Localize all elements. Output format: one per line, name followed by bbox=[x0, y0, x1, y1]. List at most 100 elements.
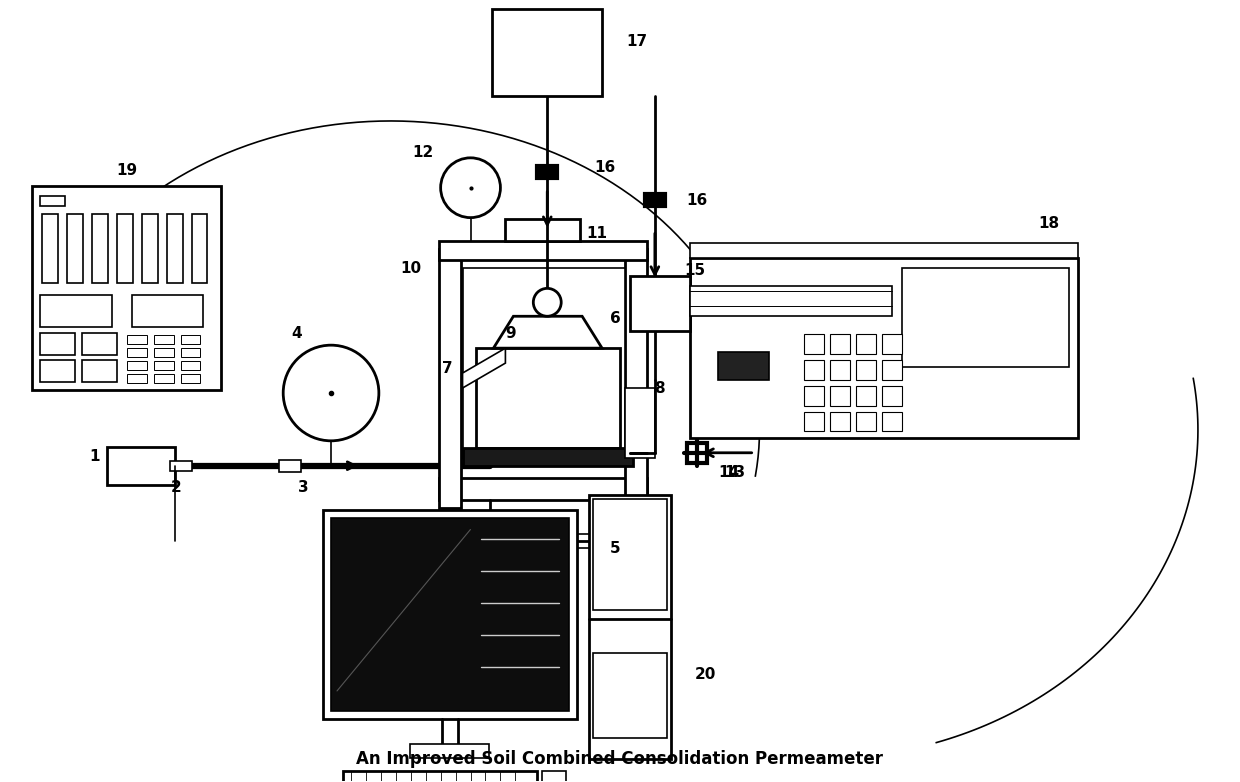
Bar bbox=[40, 360, 74, 382]
Circle shape bbox=[440, 158, 501, 217]
Bar bbox=[181, 335, 201, 344]
Bar bbox=[439, 478, 647, 500]
Bar bbox=[82, 360, 117, 382]
Bar bbox=[625, 388, 655, 457]
Bar bbox=[476, 534, 505, 548]
Text: 2: 2 bbox=[171, 480, 182, 495]
Bar bbox=[67, 213, 83, 283]
Text: 4: 4 bbox=[291, 326, 301, 341]
Bar bbox=[856, 360, 877, 379]
Bar bbox=[126, 361, 146, 370]
Bar bbox=[40, 196, 64, 206]
Bar bbox=[805, 360, 825, 379]
Bar bbox=[625, 249, 647, 508]
Bar bbox=[131, 296, 203, 327]
Bar bbox=[589, 495, 671, 759]
Bar bbox=[506, 219, 580, 241]
Bar bbox=[882, 360, 901, 379]
Bar bbox=[126, 374, 146, 383]
Bar bbox=[463, 448, 632, 466]
Bar bbox=[645, 194, 665, 206]
Bar bbox=[181, 374, 201, 383]
Text: 11: 11 bbox=[587, 226, 608, 241]
Text: 13: 13 bbox=[724, 465, 745, 480]
Bar bbox=[40, 296, 112, 327]
Text: 8: 8 bbox=[655, 381, 665, 396]
Polygon shape bbox=[463, 348, 506, 388]
Bar bbox=[882, 386, 901, 406]
Bar bbox=[689, 259, 1079, 438]
Bar bbox=[689, 286, 892, 316]
Bar bbox=[409, 744, 490, 758]
Bar bbox=[191, 213, 207, 283]
Bar bbox=[439, 241, 647, 260]
Bar bbox=[831, 360, 851, 379]
Bar bbox=[687, 443, 707, 463]
Bar bbox=[856, 334, 877, 353]
Bar bbox=[475, 348, 620, 448]
Bar bbox=[718, 352, 770, 379]
Text: 19: 19 bbox=[117, 163, 138, 178]
Bar bbox=[32, 186, 222, 390]
Polygon shape bbox=[494, 316, 603, 348]
Bar bbox=[856, 411, 877, 432]
Circle shape bbox=[533, 289, 562, 316]
Text: 15: 15 bbox=[684, 263, 706, 278]
Text: 18: 18 bbox=[1038, 216, 1059, 231]
Bar bbox=[126, 348, 146, 357]
Bar bbox=[593, 499, 667, 609]
Bar bbox=[805, 386, 825, 406]
Text: 9: 9 bbox=[505, 326, 516, 341]
Bar bbox=[324, 510, 577, 719]
Bar bbox=[107, 447, 175, 485]
Bar bbox=[166, 213, 182, 283]
Circle shape bbox=[622, 624, 637, 640]
Text: 17: 17 bbox=[626, 34, 647, 48]
Text: 7: 7 bbox=[443, 361, 453, 375]
Bar bbox=[882, 411, 901, 432]
Text: 6: 6 bbox=[610, 310, 620, 326]
Bar bbox=[831, 334, 851, 353]
Text: 16: 16 bbox=[686, 193, 707, 208]
Bar bbox=[831, 386, 851, 406]
Text: 10: 10 bbox=[401, 261, 422, 276]
Bar bbox=[126, 335, 146, 344]
Text: 16: 16 bbox=[594, 160, 616, 175]
Bar bbox=[492, 9, 603, 96]
Bar bbox=[805, 334, 825, 353]
Bar bbox=[92, 213, 108, 283]
Circle shape bbox=[283, 345, 379, 441]
Bar bbox=[882, 334, 901, 353]
Bar bbox=[805, 411, 825, 432]
Bar bbox=[689, 242, 1079, 259]
Bar bbox=[577, 534, 604, 548]
Bar bbox=[82, 333, 117, 355]
Text: An Improved Soil Combined Consolidation Permeameter: An Improved Soil Combined Consolidation … bbox=[357, 750, 883, 768]
Bar bbox=[117, 213, 133, 283]
Bar bbox=[141, 213, 157, 283]
Bar bbox=[537, 166, 557, 178]
Text: 14: 14 bbox=[718, 465, 739, 480]
Bar bbox=[463, 268, 625, 457]
Text: 3: 3 bbox=[298, 480, 309, 495]
Bar bbox=[154, 335, 174, 344]
Bar bbox=[40, 333, 74, 355]
Bar bbox=[181, 348, 201, 357]
Text: 20: 20 bbox=[694, 667, 717, 682]
Text: 5: 5 bbox=[610, 541, 620, 556]
Bar bbox=[181, 361, 201, 370]
Bar bbox=[154, 348, 174, 357]
Text: 1: 1 bbox=[89, 450, 100, 465]
Bar bbox=[630, 276, 689, 332]
Bar bbox=[279, 460, 301, 472]
Bar bbox=[542, 770, 567, 782]
Bar bbox=[856, 386, 877, 406]
Bar bbox=[831, 411, 851, 432]
Bar bbox=[901, 268, 1069, 367]
Bar bbox=[154, 361, 174, 370]
Bar bbox=[343, 770, 537, 782]
Bar bbox=[439, 249, 460, 508]
Bar bbox=[331, 518, 569, 711]
Bar bbox=[154, 374, 174, 383]
Bar bbox=[170, 461, 191, 471]
